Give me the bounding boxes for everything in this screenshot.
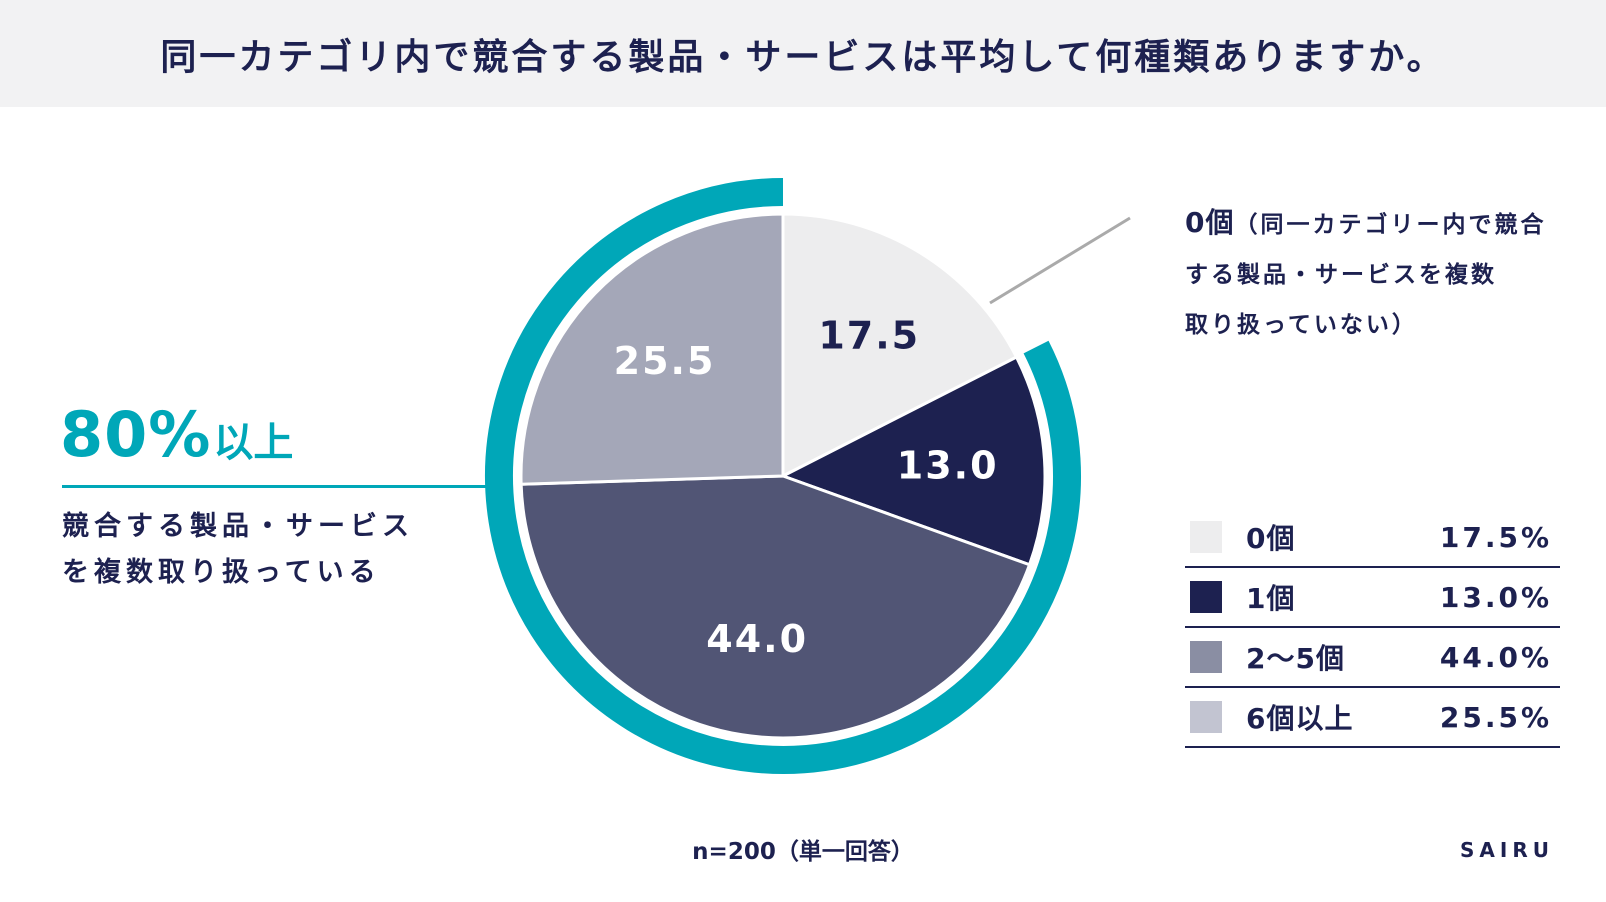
legend-value: 17.5% — [1439, 520, 1552, 554]
legend-swatch-0 — [1190, 521, 1222, 553]
legend-row-1: 1個 13.0% — [1185, 568, 1560, 628]
annotation-line-3: 取り扱っていない） — [1185, 312, 1418, 338]
legend-swatch-1 — [1190, 581, 1222, 613]
legend-swatch-3 — [1190, 701, 1222, 733]
legend-row-2: 2〜5個 44.0% — [1185, 628, 1560, 688]
pie-slice-2 — [519, 474, 1032, 740]
annotation-leader-line — [989, 216, 1131, 305]
sample-size-footnote: n=200（単一回答） — [692, 839, 914, 865]
callout-divider — [62, 485, 498, 488]
callout-line-1: 競合する製品・サービス — [62, 511, 414, 542]
callout-headline: 80%以上 — [60, 398, 293, 471]
legend-swatch-2 — [1190, 641, 1222, 673]
annotation-title: 0個 — [1185, 206, 1235, 239]
legend-label: 6個以上 — [1246, 702, 1354, 735]
callout-big-number: 80% — [60, 398, 212, 471]
pie-slice-1 — [779, 355, 1047, 567]
callout-big-suffix: 以上 — [213, 420, 294, 466]
pie-slice-3 — [519, 212, 785, 486]
legend-value: 44.0% — [1439, 640, 1552, 674]
legend-label: 2〜5個 — [1246, 642, 1345, 675]
page-title: 同一カテゴリ内で競合する製品・サービスは平均して何種類ありますか。 — [160, 36, 1446, 78]
brand-logo: SAIRU — [1460, 838, 1554, 862]
legend-label: 1個 — [1246, 582, 1296, 615]
legend-value: 25.5% — [1439, 700, 1552, 734]
header-bar: 同一カテゴリ内で競合する製品・サービスは平均して何種類ありますか。 — [0, 0, 1606, 107]
slice-value-label-3: 25.5 — [614, 339, 716, 383]
slice-value-label-1: 13.0 — [897, 444, 999, 488]
annotation-line-1: （同一カテゴリー内で競合 — [1234, 212, 1547, 238]
highlight-arc — [485, 178, 1081, 774]
pie-slice-0 — [781, 212, 1019, 479]
legend-row-3: 6個以上 25.5% — [1185, 688, 1560, 748]
zero-annotation: 0個（同一カテゴリー内で競合 する製品・サービスを複数 取り扱っていない） — [1185, 198, 1585, 350]
legend: 0個 17.5% 1個 13.0% 2〜5個 44.0% 6個以上 25.5% — [1185, 508, 1560, 748]
slice-value-label-2: 44.0 — [706, 617, 808, 661]
legend-label: 0個 — [1246, 522, 1296, 555]
callout-description: 競合する製品・サービス を複数取り扱っている — [62, 504, 462, 596]
slice-value-label-0: 17.5 — [818, 313, 920, 357]
annotation-line-2: する製品・サービスを複数 — [1185, 262, 1497, 288]
callout-line-2: を複数取り扱っている — [62, 557, 381, 588]
legend-row-0: 0個 17.5% — [1185, 508, 1560, 568]
legend-value: 13.0% — [1439, 580, 1552, 614]
